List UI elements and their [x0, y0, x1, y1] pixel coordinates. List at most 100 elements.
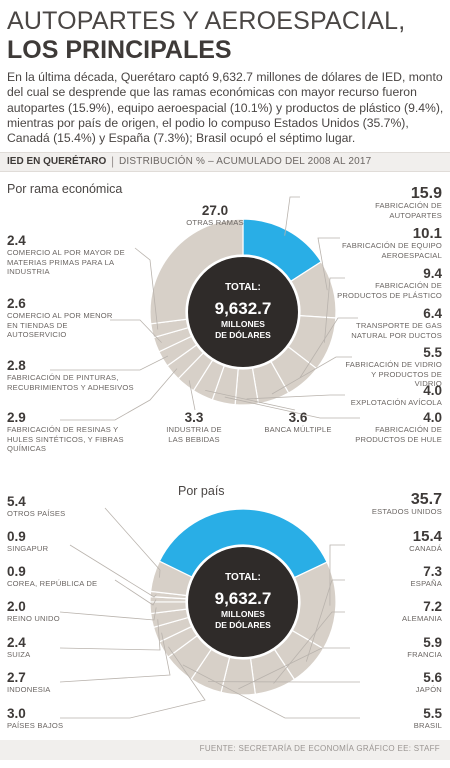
slice-label: CANADÁ: [409, 544, 442, 553]
leader-line: [305, 579, 345, 662]
label-group-banca: 3.6 BANCA MÚLTIPLE: [258, 410, 338, 435]
slice-value: 7.3: [423, 564, 442, 579]
source-credit: FUENTE: SECRETARÍA DE ECONOMÍA GRÁFICO E…: [199, 744, 440, 753]
title-line-2: LOS PRINCIPALES: [7, 36, 232, 64]
label-group-vidrio: 5.5 FABRICACIÓN DE VIDRIO Y PRODUCTOS DE…: [345, 345, 442, 389]
slice-label: FABRICACIÓN DE EQUIPO AEROESPACIAL: [342, 241, 442, 260]
slice-label: FABRICACIÓN DE VIDRIO Y PRODUCTOS DE VID…: [345, 360, 442, 388]
leader-line: [182, 664, 360, 719]
label-group-japon: 5.6 JAPÓN: [340, 670, 442, 695]
leader-line: [317, 237, 340, 291]
slice-value: 3.0: [7, 706, 26, 721]
slice-value: 5.5: [423, 345, 442, 360]
leader-line: [114, 579, 157, 606]
slice-value: 6.4: [423, 306, 442, 321]
slice-label: ALEMANIA: [401, 614, 442, 623]
label-group-espana: 7.3 ESPAÑA: [340, 564, 442, 589]
center-unit-line-2: DE DÓLARES: [215, 329, 271, 340]
slice-label: ESTADOS UNIDOS: [371, 507, 442, 516]
slice-value: 15.9: [410, 185, 442, 202]
label-group-francia: 5.9 FRANCIA: [340, 635, 442, 660]
slice-value: 3.3: [184, 410, 204, 425]
slice-label: FABRICACIÓN DE PRODUCTOS DE HULE: [355, 425, 442, 444]
subheader-separator: |: [111, 154, 115, 168]
label-group-reino-unido: 2.0 REINO UNIDO: [7, 599, 107, 624]
slice-value: 5.9: [423, 635, 442, 650]
subheader-bold: IED EN QUERÉTARO: [7, 156, 107, 167]
leader-line: [60, 646, 206, 719]
label-group-estados-unidos: 35.7 ESTADOS UNIDOS: [340, 492, 442, 517]
subheader-description: DISTRIBUCIÓN % – ACUMULADO DEL 2008 AL 2…: [119, 156, 372, 167]
center-unit-line-1: MILLONES: [221, 609, 265, 619]
center-total-value: 9,632.7: [215, 299, 272, 318]
label-group-alemania: 7.2 ALEMANIA: [340, 599, 442, 624]
slice-value: 4.0: [423, 410, 442, 425]
subheader-bar: IED EN QUERÉTARO | DISTRIBUCIÓN % – ACUM…: [0, 152, 450, 172]
slice-value: 5.6: [423, 670, 442, 685]
leader-line: [324, 277, 345, 343]
slice-value: 2.7: [7, 670, 26, 685]
slice-value: 7.2: [423, 599, 442, 614]
slice-label: JAPÓN: [415, 685, 442, 694]
leader-line: [59, 607, 157, 621]
donut-slice: [158, 508, 328, 579]
leader-line: [246, 394, 345, 400]
slice-value: 2.0: [7, 599, 26, 614]
slice-label: OTRAS RAMAS: [186, 218, 244, 227]
donut-slice: [149, 560, 193, 597]
slice-value: 5.4: [7, 494, 26, 509]
slice-label: SINGAPUR: [7, 544, 49, 553]
slice-value: 2.6: [7, 296, 26, 311]
label-group-canada: 15.4 CANADÁ: [340, 529, 442, 554]
center-total-label: TOTAL:: [225, 572, 261, 583]
leader-line: [299, 317, 358, 378]
leader-line: [50, 355, 169, 371]
slice-label: OTROS PAÍSES: [7, 509, 66, 518]
leader-line: [60, 368, 178, 421]
leader-line: [271, 356, 352, 395]
slice-value: 2.4: [7, 635, 26, 650]
slice-label: TRANSPORTE DE GAS NATURAL POR DUCTOS: [351, 321, 442, 340]
label-group-comercio-menor: 2.6 COMERCIO AL POR MENOR EN TIENDAS DE …: [7, 296, 117, 340]
label-group-brasil: 5.5 BRASIL: [340, 706, 442, 731]
center-total-value: 9,632.7: [215, 589, 272, 608]
slice-label: PAÍSES BAJOS: [7, 721, 64, 730]
slice-value: 27.0: [201, 203, 229, 218]
leader-line: [284, 196, 300, 236]
slice-label: INDONESIA: [7, 685, 51, 694]
slice-label: ESPAÑA: [410, 579, 442, 588]
slice-value: 15.4: [412, 528, 442, 545]
leader-line: [238, 647, 350, 690]
label-group-bebidas: 3.3 INDUSTRIA DE LAS BEBIDAS: [160, 410, 228, 444]
label-group-autopartes: 15.9 FABRICACIÓN DE AUTOPARTES: [340, 186, 442, 220]
slice-label: REINO UNIDO: [7, 614, 60, 623]
leader-line: [69, 544, 157, 598]
label-group-aeroespacial: 10.1 FABRICACIÓN DE EQUIPO AEROESPACIAL: [330, 226, 442, 260]
leader-line: [59, 619, 161, 651]
slice-label: FABRICACIÓN DE PINTURAS, RECUBRIMIENTOS …: [7, 373, 134, 392]
donut-center: [188, 257, 298, 367]
slice-label: BRASIL: [413, 721, 442, 730]
slice-value: 0.9: [7, 529, 26, 544]
label-group-avicola: 4.0 EXPLOTACIÓN AVÍCOLA: [330, 383, 442, 408]
label-group-paises-bajos: 3.0 PAÍSES BAJOS: [7, 706, 107, 731]
leader-line: [134, 247, 159, 330]
label-group-singapur: 0.9 SINGAPUR: [7, 529, 107, 554]
label-group-hule: 4.0 FABRICACIÓN DE PRODUCTOS DE HULE: [350, 410, 442, 444]
leader-line: [59, 632, 171, 683]
label-group-comercio-mayor: 2.4 COMERCIO AL POR MAYOR DE MATERIAS PR…: [7, 233, 137, 277]
slice-value: 10.1: [412, 225, 442, 242]
center-total-label: TOTAL:: [225, 282, 261, 293]
label-group-corea: 0.9 COREA, REPÚBLICA DE: [7, 564, 117, 589]
slice-value: 3.6: [288, 410, 308, 425]
slice-value: 2.9: [7, 410, 26, 425]
slice-value: 9.4: [423, 266, 442, 281]
label-group-pinturas: 2.8 FABRICACIÓN DE PINTURAS, RECUBRIMIEN…: [7, 358, 142, 392]
slice-label: FRANCIA: [407, 650, 442, 659]
slice-label: COMERCIO AL POR MENOR EN TIENDAS DE AUTO…: [7, 311, 113, 339]
leader-line: [205, 389, 296, 411]
slice-value: 5.5: [423, 706, 442, 721]
slice-value: 35.7: [410, 491, 442, 508]
donut-slice: [149, 218, 244, 325]
